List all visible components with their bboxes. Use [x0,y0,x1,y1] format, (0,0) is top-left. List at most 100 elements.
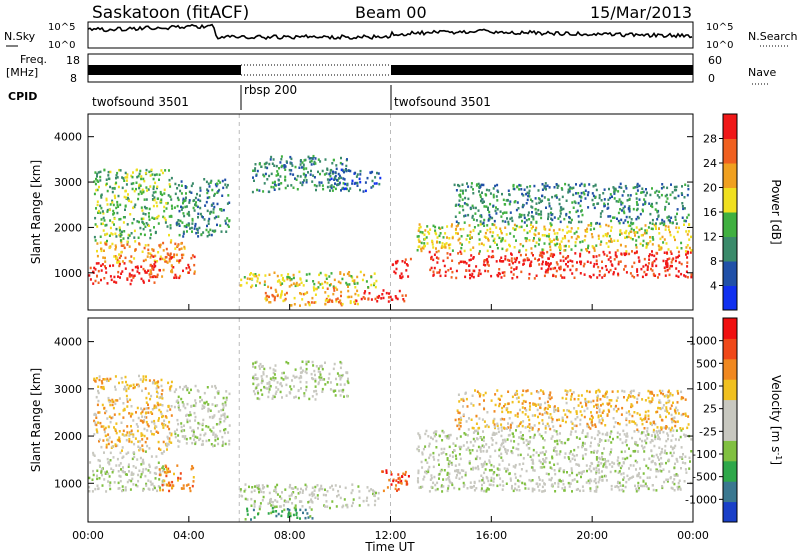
power-echo-cell [92,282,94,285]
power-colorbar-tick-label: 20 [703,182,717,195]
power-echo-cell [201,233,203,236]
velocity-echo-cell [171,481,173,484]
velocity-echo-cell [340,497,342,500]
velocity-echo-cell [599,441,601,444]
velocity-echo-cell [137,480,139,483]
power-echo-cell [345,165,347,168]
power-echo-cell [530,205,532,208]
power-echo-cell [513,235,515,238]
power-echo-cell [125,205,127,208]
power-echo-cell [124,209,126,212]
power-echo-cell [686,216,688,219]
power-echo-cell [436,251,438,254]
power-echo-cell [561,276,563,279]
power-echo-cell [635,239,637,242]
velocity-echo-cell [435,446,437,449]
power-echo-cell [100,279,102,282]
velocity-echo-cell [137,474,139,477]
velocity-echo-cell [679,480,681,483]
power-echo-cell [554,232,556,235]
station-title: Saskatoon (fitACF) [92,3,249,23]
velocity-echo-cell [171,405,173,408]
velocity-echo-cell [228,440,230,443]
velocity-echo-cell [473,438,475,441]
power-echo-cell [132,269,134,272]
power-echo-cell [661,187,663,190]
velocity-echo-cell [690,438,692,441]
power-echo-cell [549,243,551,246]
velocity-echo-cell [650,449,652,452]
velocity-echo-cell [619,482,621,485]
velocity-echo-cell [291,502,293,505]
velocity-echo-cell [111,441,113,444]
velocity-echo-cell [130,488,132,491]
power-echo-cell [169,179,171,182]
power-colorbar-tick-label: 16 [703,206,717,219]
velocity-echo-cell [557,443,559,446]
power-echo-cell [483,244,485,247]
velocity-echo-cell [353,498,355,501]
power-echo-cell [438,250,440,253]
power-echo-cell [549,246,551,249]
power-echo-cell [315,288,317,291]
velocity-echo-cell [561,487,563,490]
power-echo-cell [442,242,444,245]
velocity-echo-cell [418,446,420,449]
power-echo-cell [686,256,688,259]
nave-tick-bottom: 0 [708,72,715,85]
power-echo-cell [655,258,657,261]
power-echo-cell [544,234,546,237]
power-colorbar-tick-label: 4 [710,280,717,293]
power-echo-cell [256,189,258,192]
power-echo-cell [496,244,498,247]
velocity-echo-cell [347,506,349,509]
power-echo-cell [648,258,650,261]
velocity-echo-cell [585,448,587,451]
velocity-echo-cell [633,464,635,467]
velocity-echo-cell [568,456,570,459]
power-echo-cell [521,226,523,229]
date-label: 15/Mar/2013 [590,3,692,22]
power-echo-cell [147,252,149,255]
velocity-echo-cell [198,390,200,393]
power-echo-cell [492,255,494,258]
velocity-echo-cell [599,479,601,482]
power-echo-cell [278,184,280,187]
power-echo-cell [252,170,254,173]
velocity-echo-cell [246,508,248,511]
power-echo-cell [455,232,457,235]
power-y-tick-label: 1000 [54,267,82,280]
velocity-echo-cell [498,449,500,452]
power-echo-cell [359,189,361,192]
velocity-echo-cell [525,413,527,416]
velocity-echo-cell [277,493,279,496]
velocity-echo-cell [366,497,368,500]
velocity-echo-cell [467,405,469,408]
power-echo-cell [657,215,659,218]
velocity-echo-cell [153,420,155,423]
power-echo-cell [353,279,355,282]
power-echo-cell [129,245,131,248]
power-echo-cell [100,242,102,245]
power-echo-cell [312,280,314,283]
velocity-echo-cell [483,445,485,448]
velocity-echo-cell [596,470,598,473]
power-echo-cell [187,264,189,267]
power-echo-cell [126,183,128,186]
power-echo-cell [127,237,129,240]
velocity-echo-cell [177,477,179,480]
power-echo-cell [610,193,612,196]
power-echo-cell [552,275,554,278]
velocity-echo-cell [518,485,520,488]
velocity-echo-cell [538,476,540,479]
velocity-echo-cell [619,462,621,465]
velocity-echo-cell [370,488,372,491]
power-echo-cell [544,196,546,199]
velocity-echo-cell [502,488,504,491]
power-echo-cell [154,174,156,177]
velocity-echo-cell [643,472,645,475]
power-echo-cell [278,167,280,170]
velocity-echo-cell [374,504,376,507]
power-echo-cell [436,261,438,264]
velocity-echo-cell [122,485,124,488]
